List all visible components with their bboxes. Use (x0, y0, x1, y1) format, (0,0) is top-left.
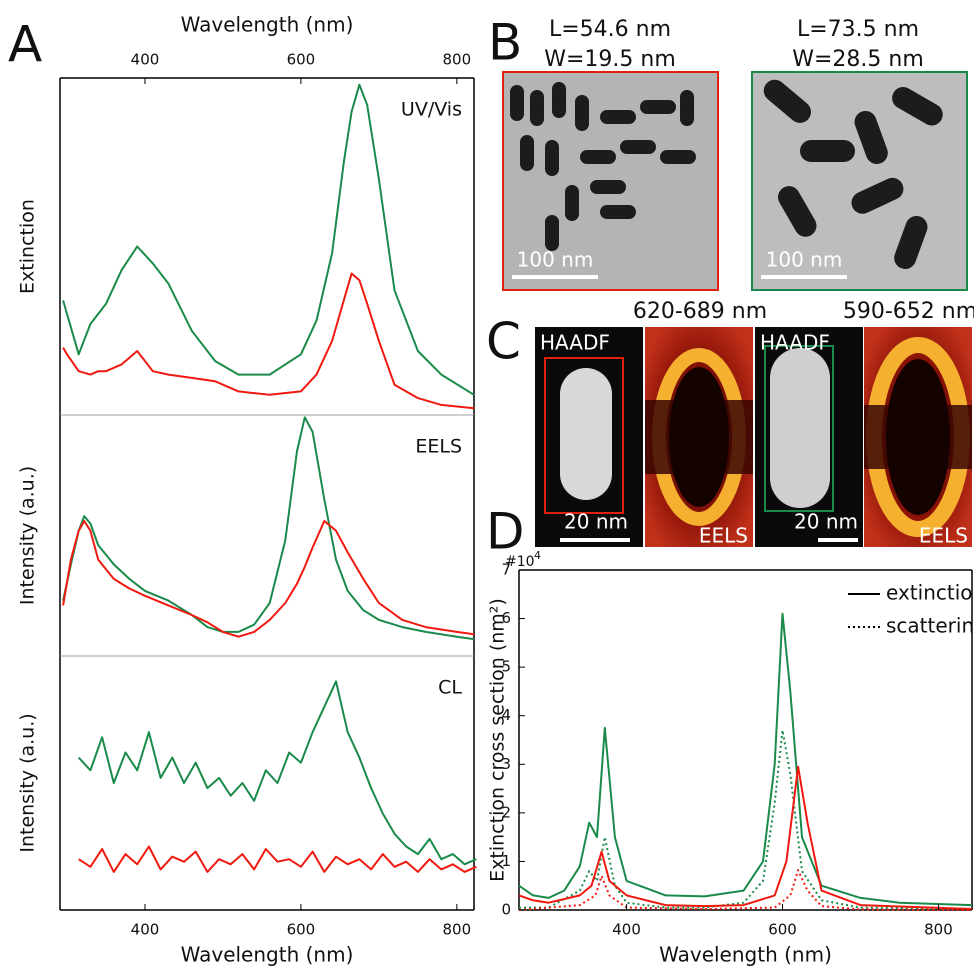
y-tick-label: 5 (501, 658, 511, 676)
y-axis-label: Intensity (a.u.) (17, 713, 39, 852)
y-axis-label: Extinction cross section (nm²) (487, 598, 509, 882)
x-tick-label: 600 (768, 921, 797, 939)
data-line (78, 845, 477, 873)
legend-label: scattering (886, 614, 974, 638)
scale-bar-label: 100 nm (517, 248, 594, 272)
subplot-label: EELS (415, 436, 462, 458)
y-tick-label: 1 (501, 852, 511, 870)
eels-map (645, 327, 753, 547)
x-tick-label: 800 (443, 921, 472, 939)
haadf-label: HAADF (540, 331, 610, 355)
data-line (519, 729, 973, 910)
x-axis-label: Wavelength (nm) (181, 943, 354, 967)
rod-length: L=54.6 nm (549, 17, 671, 42)
rod-width: W=19.5 nm (544, 47, 676, 72)
tem-image (751, 71, 968, 291)
rod-width: W=28.5 nm (792, 47, 924, 72)
energy-range: 590-652 nm (843, 299, 974, 324)
y-tick-label: 2 (501, 803, 511, 821)
subplot-label: CL (438, 677, 462, 699)
data-line (518, 612, 973, 907)
y-axis-label: Intensity (a.u.) (17, 466, 39, 605)
scale-bar-label: 20 nm (794, 510, 858, 534)
y-tick-label: 0 (501, 901, 511, 919)
eels-label: EELS (699, 524, 748, 548)
y-multiplier-exponent: 4 (534, 549, 541, 562)
panel-label: A (8, 16, 42, 74)
haadf-image (535, 327, 643, 547)
y-axis-label: Extinction (17, 199, 39, 294)
scale-bar-label: 20 nm (564, 510, 628, 534)
x-tick-label: 800 (924, 921, 953, 939)
haadf-label: HAADF (760, 331, 830, 355)
data-line (518, 869, 973, 911)
rod-length: L=73.5 nm (797, 17, 919, 42)
scale-bar-label: 100 nm (766, 248, 843, 272)
data-line (62, 83, 475, 396)
x-axis-label: Wavelength (nm) (659, 943, 832, 967)
x-tick-label: 400 (131, 921, 160, 939)
y-tick-label: 6 (501, 609, 511, 627)
x-tick-label: 600 (287, 921, 316, 939)
y-tick-label: 3 (501, 755, 511, 773)
data-line (77, 680, 477, 866)
haadf-image (755, 327, 863, 547)
x-axis-label: Wavelength (nm) (181, 13, 354, 37)
eels-map (864, 327, 972, 547)
panel-label: C (486, 313, 521, 371)
data-line (62, 272, 475, 410)
legend-label: extinction (886, 581, 974, 605)
y-multiplier: #10 (505, 554, 535, 570)
y-tick-label: 4 (501, 706, 511, 724)
data-line (62, 520, 475, 638)
data-line (518, 765, 973, 910)
tem-image (502, 71, 719, 291)
data-line (62, 416, 475, 641)
energy-range: 620-689 nm (633, 299, 767, 324)
panel-label: B (488, 14, 522, 72)
x-tick-label: 400 (131, 51, 160, 69)
x-tick-label: 400 (612, 921, 641, 939)
eels-label: EELS (919, 524, 968, 548)
x-tick-label: 800 (443, 51, 472, 69)
panel-label: D (486, 503, 525, 561)
y-tick-label: 7 (501, 561, 511, 579)
subplot-label: UV/Vis (401, 99, 462, 121)
x-tick-label: 600 (287, 51, 316, 69)
